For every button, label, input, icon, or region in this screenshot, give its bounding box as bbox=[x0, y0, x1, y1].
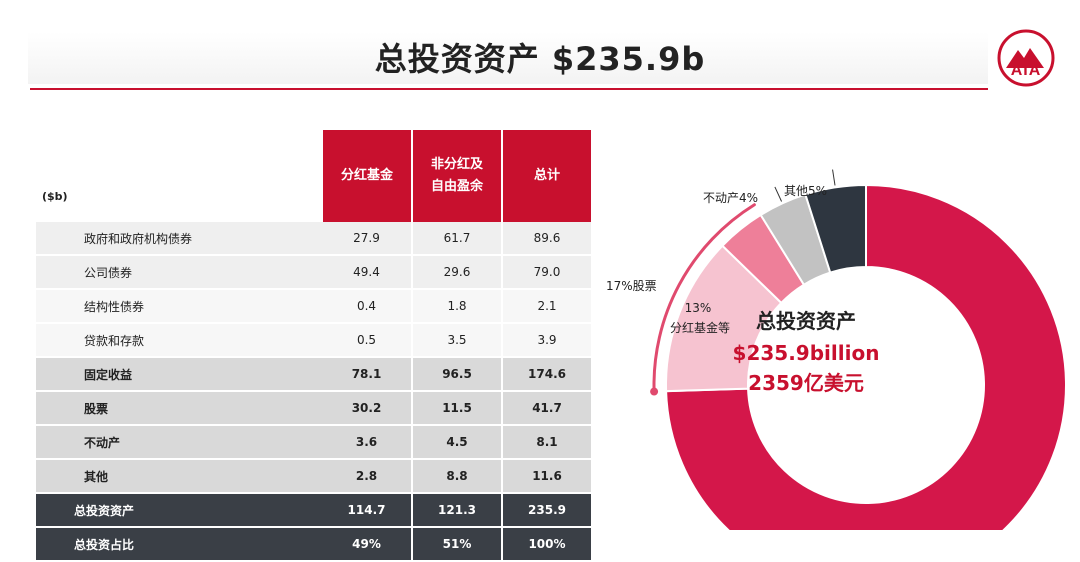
label-fixed-name: 固定收益 bbox=[858, 405, 906, 420]
row-value: 121.3 bbox=[412, 493, 503, 528]
row-value: 8.8 bbox=[412, 459, 503, 494]
donut-slice bbox=[804, 183, 867, 274]
label-dividend-pct: 13% bbox=[685, 301, 712, 315]
row-value: 49.4 bbox=[322, 255, 413, 290]
stock-bracket-label: 17%股票 bbox=[606, 279, 657, 293]
row-value: 0.4 bbox=[322, 289, 413, 324]
row-value: 3.6 bbox=[322, 425, 413, 460]
row-value: 100% bbox=[502, 527, 593, 562]
col-header-text: 分红基金 bbox=[340, 168, 393, 183]
row-value: 235.9 bbox=[502, 493, 593, 528]
donut-slice bbox=[665, 183, 1067, 530]
row-label: 政府和政府机构债券 bbox=[36, 222, 322, 256]
center-title: 总投资资产 bbox=[756, 309, 856, 333]
row-label: 固定收益 bbox=[36, 357, 322, 392]
table-row: 公司债券 49.4 29.6 79.0 bbox=[36, 255, 593, 290]
row-value: 49% bbox=[322, 527, 413, 562]
row-label: 总投资占比 bbox=[36, 527, 322, 562]
table-row: 总投资占比 49% 51% 100% bbox=[36, 527, 593, 562]
table-row: 不动产 3.6 4.5 8.1 bbox=[36, 425, 593, 460]
row-value: 41.7 bbox=[502, 391, 593, 426]
row-value: 2.1 bbox=[502, 289, 593, 324]
row-value: 61.7 bbox=[412, 222, 503, 256]
row-label: 贷款和存款 bbox=[36, 323, 322, 358]
row-value: 89.6 bbox=[502, 222, 593, 256]
row-value: 0.5 bbox=[322, 323, 413, 358]
table-row: 固定收益 78.1 96.5 174.6 bbox=[36, 357, 593, 392]
table-row: 总投资资产 114.7 121.3 235.9 bbox=[36, 493, 593, 528]
row-value: 79.0 bbox=[502, 255, 593, 290]
row-label: 股票 bbox=[36, 391, 322, 426]
logo-text: AIA bbox=[1010, 62, 1042, 79]
title-band bbox=[28, 32, 988, 84]
aia-logo-icon bbox=[997, 29, 1055, 87]
table-row: 政府和政府机构债券 27.9 61.7 89.6 bbox=[36, 222, 593, 256]
label-dividend-name: 分红基金等 bbox=[670, 320, 730, 335]
col-header-total: 总计 bbox=[502, 130, 593, 222]
row-label: 公司债券 bbox=[36, 255, 322, 290]
col-header-text: 非分红及自由盈余 bbox=[430, 157, 483, 194]
table-row: 贷款和存款 0.5 3.5 3.9 bbox=[36, 323, 593, 358]
row-value: 1.8 bbox=[412, 289, 503, 324]
label-other-name: 其他 bbox=[784, 184, 808, 198]
label-realestate: 不动产4% bbox=[703, 191, 758, 205]
center-amount: $235.9billion bbox=[733, 341, 880, 365]
label-fixed-pct: 76% bbox=[869, 426, 896, 440]
unit-label: ($b) bbox=[36, 130, 323, 222]
row-value: 174.6 bbox=[502, 357, 593, 392]
label-other-pct: 5% bbox=[808, 184, 827, 198]
row-value: 27.9 bbox=[322, 222, 413, 256]
label-other: 其他5% bbox=[784, 184, 827, 198]
row-value: 3.9 bbox=[502, 323, 593, 358]
row-label: 结构性债券 bbox=[36, 289, 322, 324]
table-row: 股票 30.2 11.5 41.7 bbox=[36, 391, 593, 426]
row-value: 11.5 bbox=[412, 391, 503, 426]
row-label: 其他 bbox=[36, 459, 322, 494]
label-realestate-pct: 4% bbox=[739, 191, 758, 205]
table-row: 其他 2.8 8.8 11.6 bbox=[36, 459, 593, 494]
col-header-text: 总计 bbox=[533, 168, 560, 183]
row-label: 总投资资产 bbox=[36, 493, 322, 528]
row-value: 29.6 bbox=[412, 255, 503, 290]
leader-line-realestate bbox=[774, 186, 783, 202]
row-value: 114.7 bbox=[322, 493, 413, 528]
asset-table: ($b) 分红基金 非分红及自由盈余 总计 政府和政府机构债券 27.9 61.7 8… bbox=[36, 130, 593, 562]
leader-line-other bbox=[832, 169, 836, 186]
row-label: 不动产 bbox=[36, 425, 322, 460]
table-header-row: ($b) 分红基金 非分红及自由盈余 总计 bbox=[36, 130, 593, 222]
row-value: 4.5 bbox=[412, 425, 503, 460]
col-header-non-participating: 非分红及自由盈余 bbox=[412, 130, 503, 222]
asset-donut-chart: 17%股票 不动产4% 其他5% 13% 分红基金等 固定收益 76% 总投资资… bbox=[606, 169, 1067, 530]
col-header-participating: 分红基金 bbox=[322, 130, 413, 222]
stock-bracket-dot bbox=[650, 387, 659, 396]
page-title: 总投资资产 $235.9b bbox=[374, 40, 706, 78]
row-value: 96.5 bbox=[412, 357, 503, 392]
title-divider bbox=[30, 88, 988, 90]
row-value: 8.1 bbox=[502, 425, 593, 460]
row-value: 78.1 bbox=[322, 357, 413, 392]
center-amount-cn: 2359亿美元 bbox=[748, 371, 864, 395]
stock-bracket-arc bbox=[652, 203, 756, 394]
label-realestate-name: 不动产 bbox=[703, 191, 739, 205]
table-row: 结构性债券 0.4 1.8 2.1 bbox=[36, 289, 593, 324]
row-value: 11.6 bbox=[502, 459, 593, 494]
row-value: 3.5 bbox=[412, 323, 503, 358]
row-value: 51% bbox=[412, 527, 503, 562]
row-value: 30.2 bbox=[322, 391, 413, 426]
row-value: 2.8 bbox=[322, 459, 413, 494]
